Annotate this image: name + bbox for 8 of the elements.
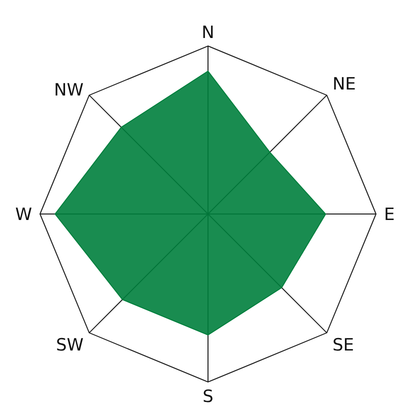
spoke-label: NW: [54, 80, 84, 101]
spoke-label: S: [202, 387, 214, 408]
spoke-label: SE: [332, 336, 354, 356]
spoke-label: E: [384, 205, 395, 226]
spoke-label: SW: [56, 336, 84, 356]
spoke-label: N: [202, 23, 214, 43]
spoke-label: W: [15, 205, 32, 226]
spoke-label: NE: [332, 74, 356, 95]
